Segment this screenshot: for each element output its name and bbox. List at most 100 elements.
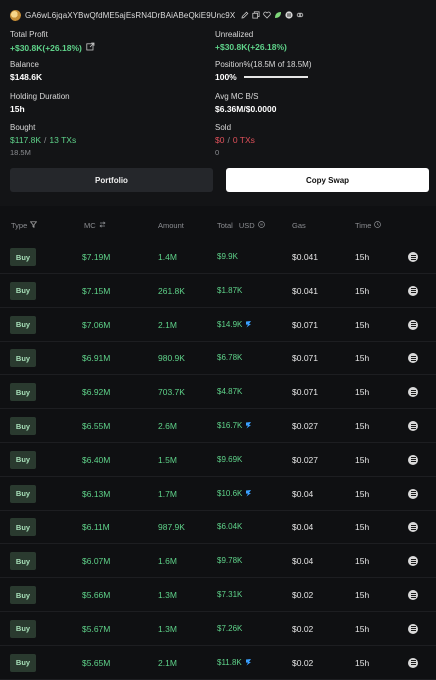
amount-cell: 2.1M bbox=[158, 657, 177, 668]
table-row[interactable]: Buy $6.55M 2.6M $16.7K $0.027 15h bbox=[0, 409, 436, 443]
solscan-icon[interactable] bbox=[408, 623, 418, 634]
gas-cell: $0.04 bbox=[292, 488, 314, 499]
buy-badge: Buy bbox=[10, 518, 36, 537]
mc-cell: $7.15M bbox=[82, 285, 111, 296]
solscan-icon[interactable] bbox=[408, 522, 418, 533]
solscan-icon[interactable] bbox=[408, 285, 418, 296]
gas-cell: $0.027 bbox=[292, 421, 318, 431]
table-row[interactable]: Buy $6.11M 987.9K $6.04K $0.04 15h bbox=[0, 510, 436, 545]
mc-cell: $7.06M bbox=[82, 319, 111, 330]
amount-cell: 2.1M bbox=[158, 319, 177, 330]
total-value: $6.78K bbox=[217, 353, 243, 363]
balance-label: Balance bbox=[10, 60, 39, 69]
heart-icon[interactable] bbox=[263, 11, 272, 19]
leaf-icon[interactable] bbox=[274, 11, 282, 19]
gas-cell: $0.041 bbox=[292, 252, 318, 262]
link-icon[interactable] bbox=[296, 11, 304, 19]
solscan-icon[interactable] bbox=[408, 488, 418, 499]
total-cell: $7.31K bbox=[217, 590, 242, 599]
unrealized-value: +$30.8K(+26.18%) bbox=[215, 42, 287, 52]
share-icon[interactable] bbox=[86, 42, 95, 53]
total-cell: $16.7K bbox=[217, 421, 252, 430]
table-row[interactable]: Buy $6.40M 1.5M $9.69K $0.027 15h bbox=[0, 443, 436, 477]
clock-icon[interactable] bbox=[374, 221, 382, 230]
total-value: $6.04K bbox=[217, 522, 243, 532]
total-header[interactable]: Total USD bbox=[217, 221, 265, 230]
jupiter-icon bbox=[246, 489, 252, 497]
portfolio-button[interactable]: Portfolio bbox=[10, 168, 213, 192]
holding-duration-stat: Holding Duration 15h bbox=[10, 92, 70, 114]
buy-badge: Buy bbox=[10, 248, 36, 266]
total-value: $9.78K bbox=[217, 556, 243, 566]
total-cell: $11.8K bbox=[217, 658, 252, 667]
total-profit-stat: Total Profit +$30.8K(+26.18%) bbox=[10, 30, 95, 53]
amount-cell: 1.4M bbox=[158, 252, 177, 262]
table-row[interactable]: Buy $5.65M 2.1M $11.8K $0.02 15h bbox=[0, 646, 436, 680]
solscan-icon[interactable] bbox=[408, 353, 418, 364]
swap-toggle-icon[interactable] bbox=[99, 221, 106, 230]
total-cell: $6.04K bbox=[217, 522, 242, 531]
balance-stat: Balance $148.6K bbox=[10, 60, 42, 82]
filter-icon[interactable] bbox=[29, 221, 38, 230]
wallet-summary-panel: GA6wL6jqaXYBwQfdME5ajEsRN4DrBAiABeQkiE9U… bbox=[0, 0, 436, 206]
gas-cell: $0.041 bbox=[292, 285, 318, 296]
solscan-icon[interactable] bbox=[408, 387, 418, 398]
amount-cell: 1.7M bbox=[158, 488, 177, 499]
bought-label: Bought bbox=[10, 123, 36, 132]
total-unit: USD bbox=[238, 221, 255, 230]
gas-cell: $0.071 bbox=[292, 319, 318, 330]
edit-icon[interactable] bbox=[241, 11, 249, 19]
time-cell: 15h bbox=[355, 353, 370, 364]
table-row[interactable]: Buy $7.19M 1.4M $9.9K $0.041 15h bbox=[0, 240, 436, 274]
table-row[interactable]: Buy $7.06M 2.1M $14.9K $0.071 15h bbox=[0, 308, 436, 342]
total-value: $10.6K bbox=[217, 488, 243, 498]
solscan-icon[interactable] bbox=[408, 657, 418, 668]
time-header[interactable]: Time bbox=[355, 221, 382, 230]
position-stat: Position%(18.5M of 18.5M) 100% bbox=[215, 60, 312, 82]
gas-cell: $0.02 bbox=[292, 590, 314, 600]
wallet-address: GA6wL6jqaXYBwQfdME5ajEsRN4DrBAiABeQkiE9U… bbox=[25, 10, 236, 20]
table-row[interactable]: Buy $6.13M 1.7M $10.6K $0.04 15h bbox=[0, 477, 436, 511]
table-row[interactable]: Buy $6.92M 703.7K $4.87K $0.071 15h bbox=[0, 375, 436, 410]
time-cell: 15h bbox=[355, 252, 370, 262]
solscan-icon[interactable] bbox=[408, 590, 418, 600]
total-cell: $4.87K bbox=[217, 387, 242, 396]
solana-icon[interactable] bbox=[285, 11, 293, 19]
table-row[interactable]: Buy $5.66M 1.3M $7.31K $0.02 15h bbox=[0, 578, 436, 612]
solscan-icon[interactable] bbox=[408, 421, 418, 431]
total-cell: $1.87K bbox=[217, 286, 242, 295]
gas-cell: $0.071 bbox=[292, 353, 318, 364]
total-profit-label: Total Profit bbox=[10, 30, 48, 39]
currency-toggle-icon[interactable] bbox=[257, 221, 265, 230]
position-progress-bar bbox=[244, 76, 308, 78]
amount-cell: 1.3M bbox=[158, 623, 177, 634]
bought-stat: Bought $117.8K / 13 TXs 18.5M bbox=[10, 123, 76, 157]
solscan-icon[interactable] bbox=[408, 252, 418, 262]
unrealized-stat: Unrealized +$30.8K(+26.18%) bbox=[215, 30, 287, 52]
table-row[interactable]: Buy $5.67M 1.3M $7.26K $0.02 15h bbox=[0, 612, 436, 646]
buy-badge: Buy bbox=[10, 586, 36, 604]
solscan-icon[interactable] bbox=[408, 556, 418, 567]
table-row[interactable]: Buy $7.15M 261.8K $1.87K $0.041 15h bbox=[0, 274, 436, 308]
total-cell: $6.78K bbox=[217, 353, 242, 362]
buy-badge: Buy bbox=[10, 349, 36, 368]
bought-separator: / bbox=[44, 135, 47, 145]
type-header[interactable]: Type bbox=[11, 221, 38, 230]
table-row[interactable]: Buy $6.91M 980.9K $6.78K $0.071 15h bbox=[0, 341, 436, 376]
copy-icon[interactable] bbox=[252, 11, 260, 19]
solscan-icon[interactable] bbox=[408, 454, 418, 465]
total-value: $9.69K bbox=[217, 454, 243, 464]
mc-cell: $5.67M bbox=[82, 623, 111, 634]
buy-badge: Buy bbox=[10, 383, 36, 402]
gas-cell: $0.027 bbox=[292, 454, 318, 465]
mc-cell: $5.66M bbox=[82, 590, 111, 600]
solscan-icon[interactable] bbox=[408, 319, 418, 330]
mc-header[interactable]: MC bbox=[84, 221, 106, 230]
table-row[interactable]: Buy $6.07M 1.6M $9.78K $0.04 15h bbox=[0, 544, 436, 579]
time-cell: 15h bbox=[355, 590, 370, 600]
amount-cell: 987.9K bbox=[158, 522, 185, 533]
copy-swap-button[interactable]: Copy Swap bbox=[226, 168, 429, 192]
buy-badge: Buy bbox=[10, 315, 36, 334]
avg-mc-value: $6.36M/$0.0000 bbox=[215, 104, 277, 114]
avg-mc-stat: Avg MC B/S $6.36M/$0.0000 bbox=[215, 92, 276, 114]
